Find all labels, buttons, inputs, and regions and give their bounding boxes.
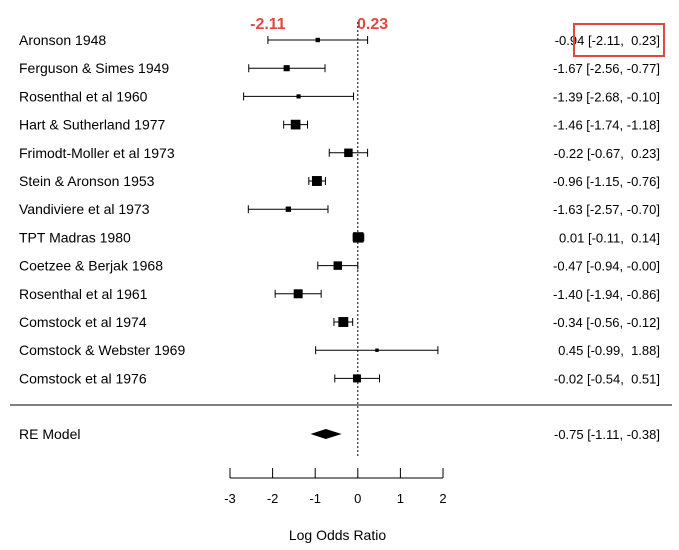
estimate-text: 0.01 [-0.11, 0.14] <box>555 230 660 245</box>
study-row: Vandiviere et al 1973 -1.63 [-2.57, -0.70… <box>19 201 660 217</box>
study-row: Comstock & Webster 1969 0.45 [-0.99, 1.8… <box>19 342 660 358</box>
estimate-text: -1.67 [-2.56, -0.77] <box>553 61 660 76</box>
tick-label: -3 <box>224 491 236 506</box>
highlight-box <box>573 23 665 57</box>
estimate-text: -1.39 [-2.68, -0.10] <box>553 89 660 104</box>
summary-row: RE Model -0.75 [-1.11, -0.38] <box>19 426 660 442</box>
study-row: Stein & Aronson 1953 -0.96 [-1.15, -0.76] <box>19 173 660 189</box>
study-row: Coetzee & Berjak 1968 -0.47 [-0.94, -0.00… <box>19 258 660 274</box>
study-label: Frimodt-Moller et al 1973 <box>19 145 175 161</box>
estimate-text: -0.22 [-0.67, 0.23] <box>554 146 660 161</box>
estimate-text: -0.34 [-0.56, -0.12] <box>553 315 660 330</box>
estimate-text: -1.63 [-2.57, -0.70] <box>553 202 660 217</box>
annotation-ci-high: 0.23 <box>357 16 388 33</box>
point-estimate <box>333 261 343 270</box>
annotation-ci-low: -2.11 <box>250 16 286 33</box>
point-estimate <box>283 65 290 72</box>
study-label: Hart & Sutherland 1977 <box>19 117 166 133</box>
study-rows: Aronson 1948 -0.94 [-2.11, 0.23] Ferguson … <box>19 32 660 386</box>
point-estimate <box>285 206 292 212</box>
estimate-text: 0.45 [-0.99, 1.88] <box>554 343 660 358</box>
study-row: Rosenthal et al 1961 -1.40 [-1.94, -0.86] <box>19 286 660 302</box>
annotation-layer: -2.11 0.23 <box>250 16 665 57</box>
summary-label: RE Model <box>19 426 80 442</box>
tick-label: 1 <box>397 491 404 506</box>
study-label: Rosenthal et al 1960 <box>19 88 148 104</box>
tick-label: 2 <box>439 491 446 506</box>
estimate-text: -1.46 [-1.74, -1.18] <box>553 118 660 133</box>
summary-estimate-text: -0.75 [-1.11, -0.38] <box>554 427 660 442</box>
study-row: TPT Madras 1980 0.01 [-0.11, 0.14] <box>19 229 660 245</box>
study-row: Comstock et al 1976 -0.02 [-0.54, 0.51] <box>19 370 660 386</box>
point-estimate <box>353 232 364 243</box>
point-estimate <box>296 94 301 99</box>
estimate-text: -0.47 [-0.94, -0.00] <box>553 259 660 274</box>
study-label: Aronson 1948 <box>19 32 106 48</box>
tick-label: -2 <box>267 491 279 506</box>
study-row: Hart & Sutherland 1977 -1.46 [-1.74, -1.1… <box>19 117 660 133</box>
x-axis: -3 -2 -1 0 1 2 Log Odds Ratio <box>224 468 447 543</box>
study-label: Coetzee & Berjak 1968 <box>19 258 163 274</box>
study-label: Comstock & Webster 1969 <box>19 342 185 358</box>
estimate-text: -0.02 [-0.54, 0.51] <box>554 371 660 386</box>
summary-diamond <box>310 429 342 439</box>
estimate-text: -0.94 [-2.11, 0.23] <box>555 33 660 48</box>
point-estimate <box>344 148 353 158</box>
tick-label: -1 <box>309 491 321 506</box>
study-row: Frimodt-Moller et al 1973 -0.22 [-0.67, 0… <box>19 145 660 161</box>
study-row: Rosenthal et al 1960 -1.39 [-2.68, -0.10] <box>19 88 660 104</box>
point-estimate <box>338 317 349 327</box>
study-label: Stein & Aronson 1953 <box>19 173 155 189</box>
study-label: TPT Madras 1980 <box>19 229 131 245</box>
study-label: Comstock et al 1974 <box>19 314 147 330</box>
study-label: Vandiviere et al 1973 <box>19 201 150 217</box>
tick-label: 0 <box>354 491 361 506</box>
study-label: Ferguson & Simes 1949 <box>19 60 169 76</box>
x-axis-title: Log Odds Ratio <box>289 527 386 543</box>
estimate-text: -0.96 [-1.15, -0.76] <box>553 174 660 189</box>
study-row: Comstock et al 1974 -0.34 [-0.56, -0.12] <box>19 314 660 330</box>
point-estimate <box>290 119 301 130</box>
estimate-text: -1.40 [-1.94, -0.86] <box>553 287 660 302</box>
study-row: Ferguson & Simes 1949 -1.67 [-2.56, -0.77… <box>19 60 660 76</box>
point-estimate <box>315 37 320 43</box>
point-estimate <box>311 176 322 186</box>
point-estimate <box>293 289 303 299</box>
point-estimate <box>352 374 361 383</box>
study-row: Aronson 1948 -0.94 [-2.11, 0.23] <box>19 32 660 48</box>
study-label: Rosenthal et al 1961 <box>19 286 148 302</box>
point-estimate <box>375 348 379 352</box>
study-label: Comstock et al 1976 <box>19 370 147 386</box>
